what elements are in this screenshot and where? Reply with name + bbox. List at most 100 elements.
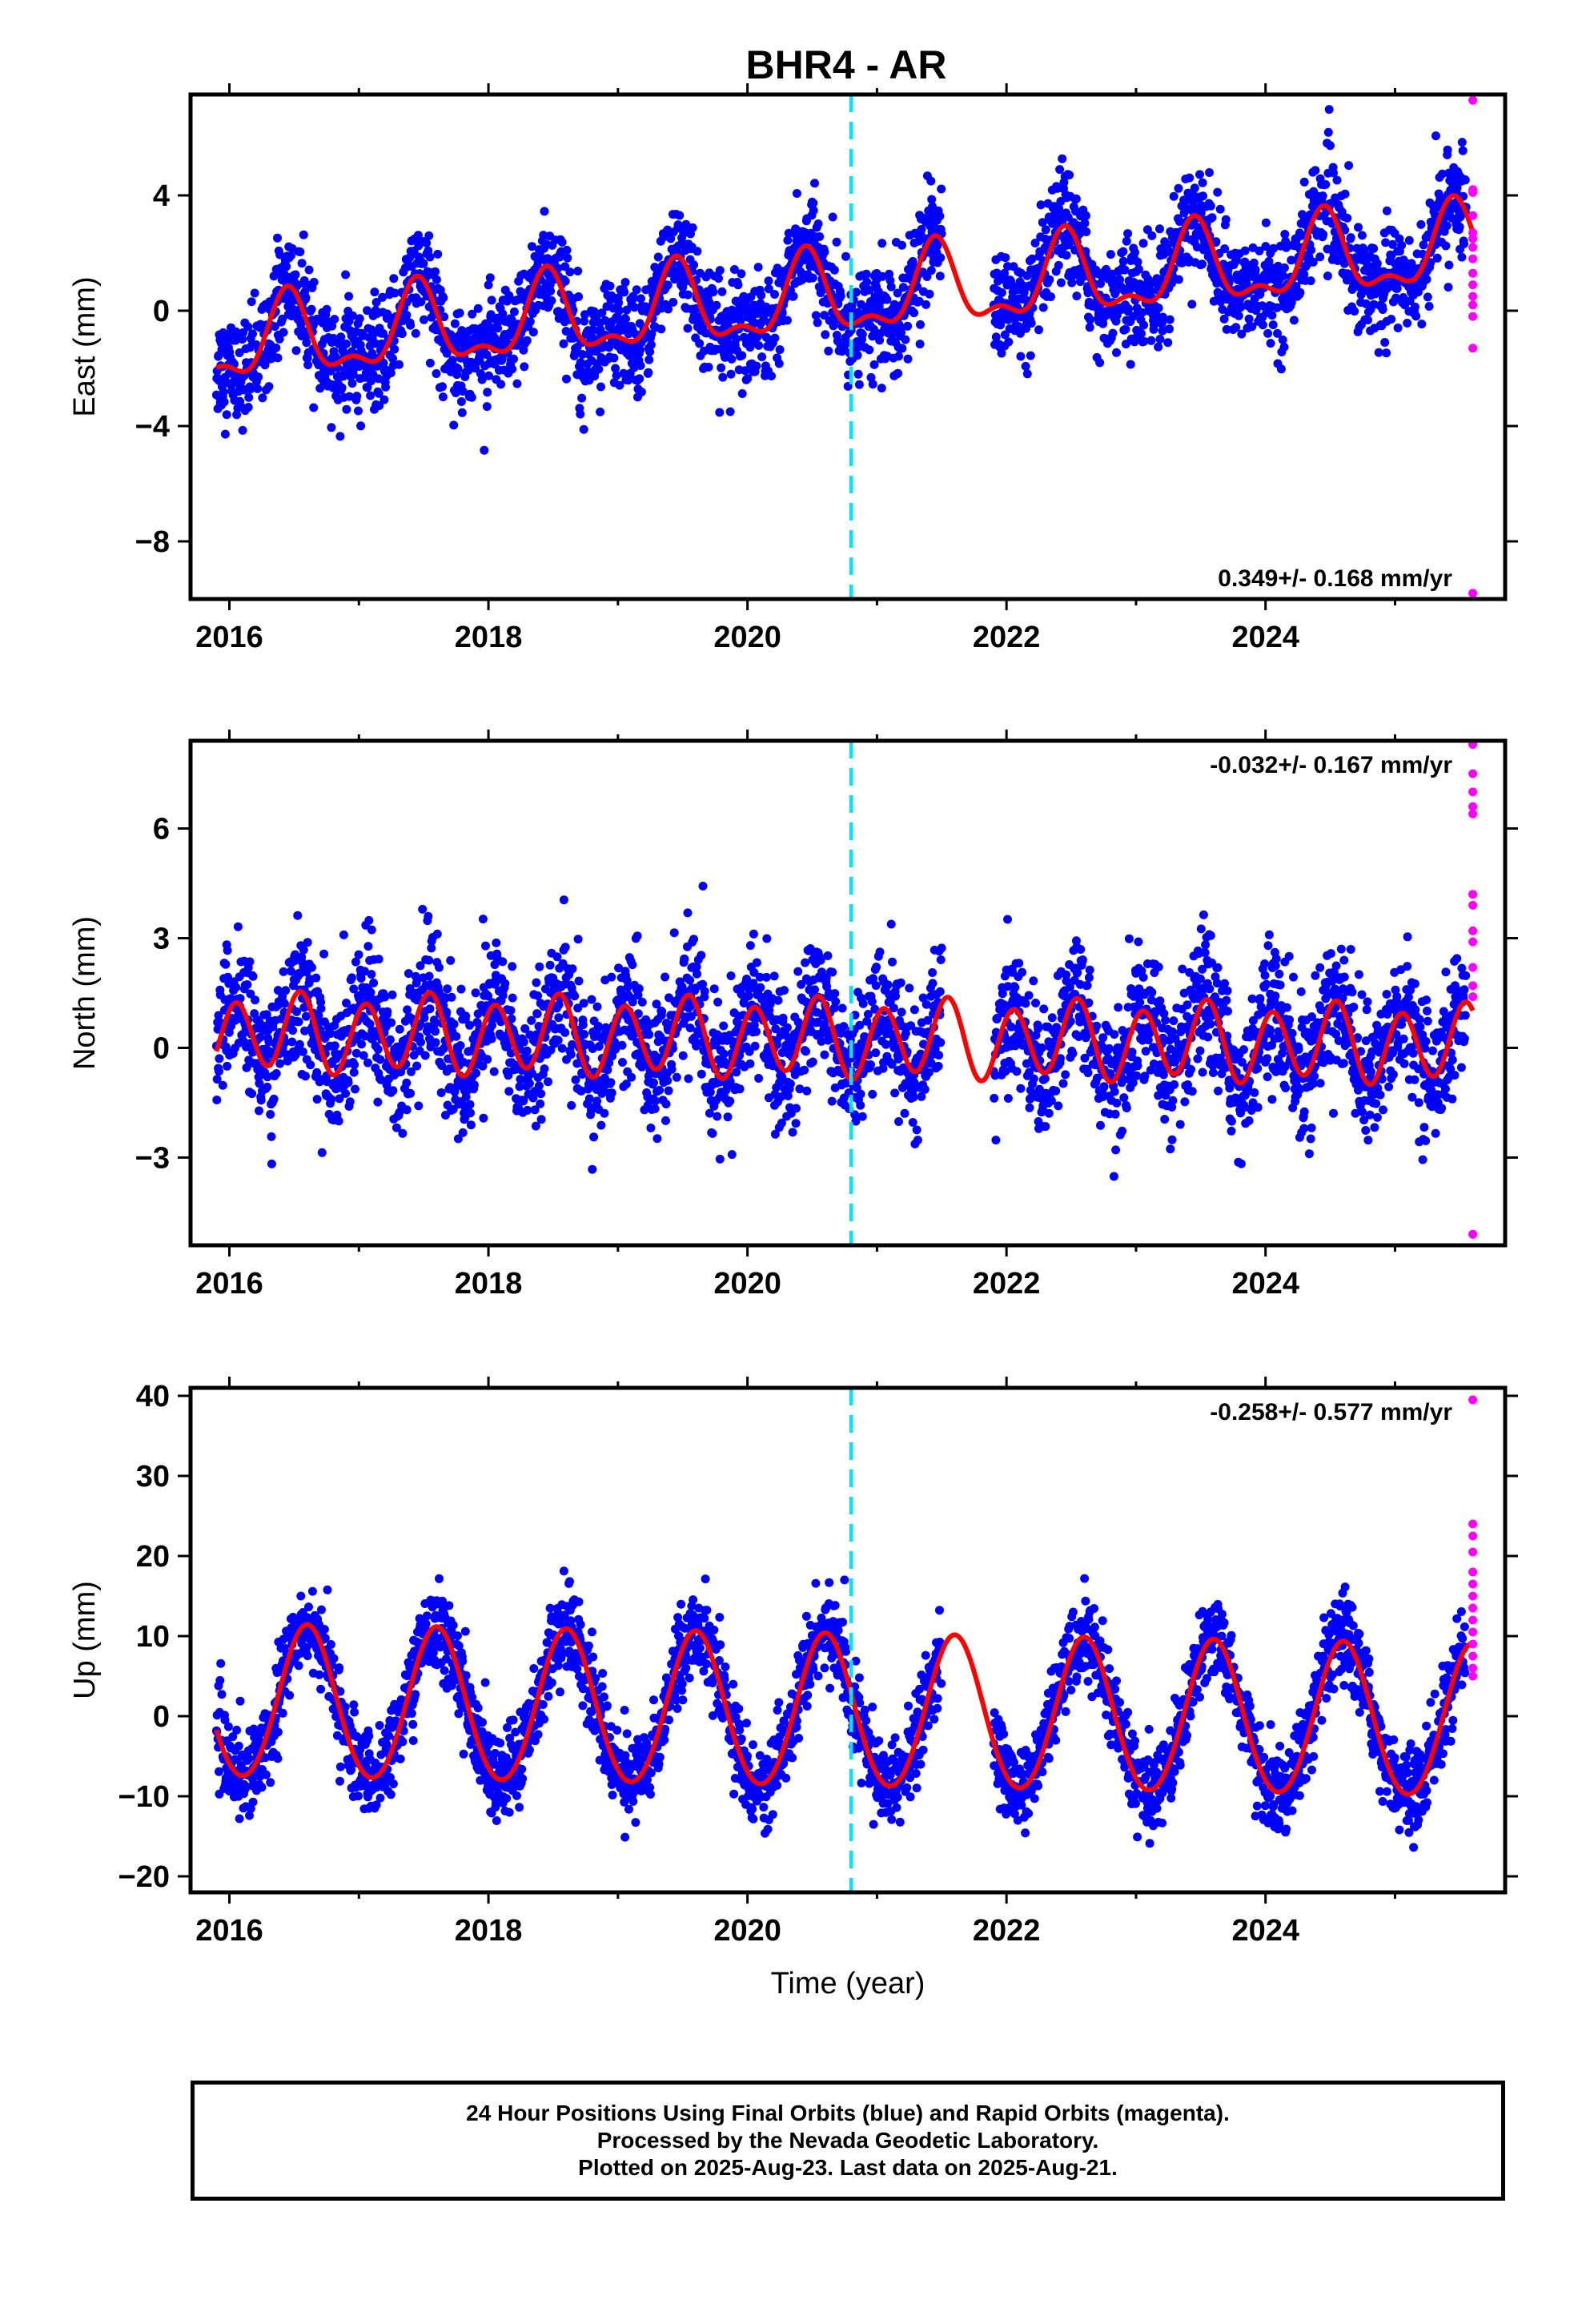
final-orbit-point — [998, 989, 1007, 999]
final-orbit-point — [214, 1011, 223, 1020]
final-orbit-point — [1195, 170, 1204, 179]
final-orbit-point — [1086, 315, 1095, 324]
final-orbit-point — [1321, 179, 1331, 189]
final-orbit-point — [1055, 165, 1065, 175]
final-orbit-point — [1004, 337, 1014, 347]
final-orbit-point — [1085, 323, 1094, 332]
final-orbit-point — [221, 959, 231, 969]
final-orbit-point — [477, 375, 487, 384]
final-orbit-point — [1040, 1074, 1050, 1084]
final-orbit-point — [622, 305, 632, 315]
final-orbit-point — [295, 247, 305, 256]
final-orbit-point — [792, 189, 801, 198]
final-orbit-point — [223, 1061, 232, 1071]
final-orbit-point — [412, 1061, 422, 1071]
final-orbit-point — [407, 1067, 416, 1076]
final-orbit-point — [867, 997, 877, 1007]
final-orbit-point — [820, 247, 829, 257]
final-orbit-point — [248, 329, 257, 339]
final-orbit-point — [390, 288, 400, 298]
final-orbit-point — [279, 967, 288, 976]
final-orbit-point — [402, 1105, 412, 1115]
final-orbit-point — [916, 320, 925, 329]
final-orbit-point — [592, 1002, 602, 1011]
final-orbit-point — [713, 1112, 722, 1121]
final-orbit-point — [1236, 303, 1245, 312]
final-orbit-point — [416, 297, 426, 307]
final-orbit-point — [573, 267, 583, 275]
final-orbit-point — [247, 1089, 257, 1099]
final-orbit-point — [443, 984, 452, 994]
final-orbit-point — [535, 962, 544, 971]
final-orbit-point — [424, 911, 433, 921]
final-orbit-point — [247, 297, 256, 307]
final-orbit-point — [905, 983, 914, 993]
final-orbit-point — [442, 1007, 452, 1017]
final-orbit-point — [757, 352, 767, 362]
final-orbit-point — [606, 1078, 616, 1088]
final-orbit-point — [621, 314, 630, 324]
final-orbit-point — [1026, 319, 1036, 328]
final-orbit-point — [604, 343, 614, 352]
final-orbit-point — [297, 259, 307, 268]
final-orbit-point — [928, 968, 938, 977]
final-orbit-point — [791, 1119, 801, 1128]
final-orbit-point — [809, 199, 818, 207]
final-orbit-point — [299, 230, 308, 239]
final-orbit-point — [875, 947, 885, 957]
final-orbit-point — [301, 1011, 311, 1021]
final-orbit-point — [632, 285, 641, 295]
final-orbit-point — [1442, 221, 1452, 231]
final-orbit-point — [1139, 336, 1149, 346]
final-orbit-point — [829, 265, 839, 275]
final-orbit-point — [609, 353, 619, 363]
final-orbit-point — [412, 979, 421, 987]
final-orbit-point — [717, 287, 727, 296]
rapid-orbit-point — [1468, 312, 1478, 321]
rapid-orbit-point — [1468, 187, 1478, 197]
final-orbit-point — [299, 945, 308, 955]
final-orbit-point — [447, 992, 456, 1002]
final-orbit-point — [1163, 338, 1173, 348]
final-orbit-point — [1190, 183, 1199, 193]
final-orbit-point — [512, 379, 522, 388]
final-orbit-point — [255, 1079, 264, 1088]
final-orbit-point — [754, 1074, 764, 1083]
final-orbit-point — [347, 311, 357, 320]
final-orbit-point — [1381, 238, 1391, 247]
final-orbit-point — [238, 335, 247, 344]
final-orbit-point — [604, 1058, 614, 1068]
final-orbit-point — [1279, 271, 1288, 281]
final-orbit-point — [456, 397, 466, 406]
final-orbit-point — [424, 231, 434, 240]
final-orbit-point — [359, 1051, 368, 1060]
final-orbit-point — [914, 296, 924, 306]
final-orbit-point — [342, 999, 351, 1007]
final-orbit-point — [898, 283, 908, 292]
final-orbit-point — [381, 382, 391, 392]
final-orbit-point — [900, 1108, 909, 1118]
final-orbit-point — [1205, 168, 1214, 177]
final-orbit-point — [854, 380, 864, 389]
final-orbit-point — [1038, 218, 1047, 227]
final-orbit-point — [782, 316, 792, 325]
final-orbit-point — [587, 995, 596, 1004]
final-orbit-point — [248, 971, 258, 981]
final-orbit-point — [603, 1065, 612, 1075]
final-orbit-point — [471, 988, 480, 998]
final-orbit-point — [1045, 275, 1054, 284]
final-orbit-point — [349, 1068, 359, 1077]
final-orbit-point — [342, 339, 351, 348]
final-orbit-point — [1198, 178, 1207, 187]
final-orbit-point — [311, 973, 321, 983]
final-orbit-point — [580, 310, 589, 320]
final-orbit-point — [627, 1072, 636, 1082]
final-orbit-point — [909, 308, 919, 318]
final-orbit-point — [562, 245, 572, 255]
final-orbit-point — [1034, 1023, 1043, 1033]
final-orbit-point — [432, 369, 441, 378]
final-orbit-point — [364, 915, 374, 925]
final-orbit-point — [1279, 263, 1289, 272]
final-orbit-point — [1120, 265, 1130, 275]
final-orbit-point — [1329, 168, 1338, 178]
